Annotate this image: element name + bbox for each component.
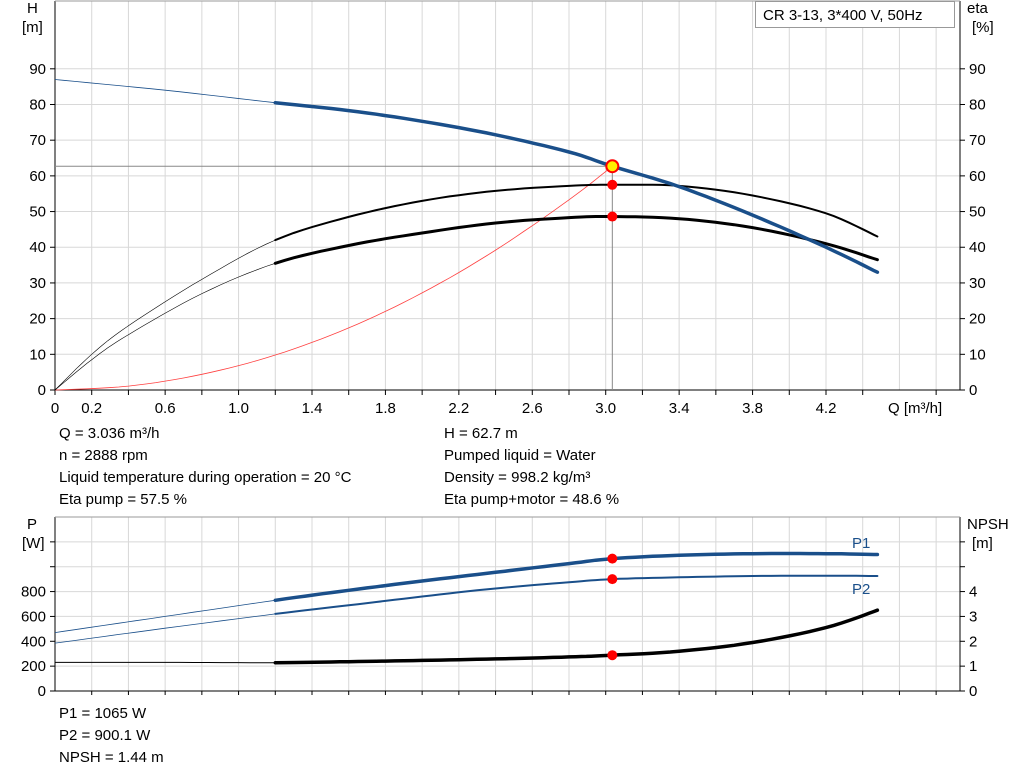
right-y-tick-label: 40 [969, 239, 986, 256]
y-tick-label: 200 [21, 658, 46, 675]
x-axis-label: Q [m³/h] [888, 400, 942, 417]
right-y-tick-label: 90 [969, 61, 986, 78]
head-curve-extrapolated [54, 79, 276, 104]
readout-density: Density = 998.2 kg/m³ [444, 469, 591, 486]
y-tick-label: 0 [38, 382, 46, 399]
duty-readouts-left: Q = 3.036 m³/h n = 2888 rpm Liquid tempe… [59, 423, 351, 511]
x-tick-label: 0 [51, 400, 59, 417]
p2-curve [274, 574, 879, 615]
readout-speed: n = 2888 rpm [59, 447, 148, 464]
p2-duty-point [607, 574, 618, 585]
readout-liquid: Pumped liquid = Water [444, 447, 596, 464]
right-y-tick-label: 60 [969, 168, 986, 185]
left-axis-label: H [27, 0, 38, 17]
right-y-tick-label: 50 [969, 204, 986, 221]
right-axis-label: [m] [972, 535, 993, 552]
x-tick-label: 3.0 [595, 400, 616, 417]
x-tick-label: 1.4 [302, 400, 323, 417]
y-tick-label: 400 [21, 633, 46, 650]
x-tick-label: 1.8 [375, 400, 396, 417]
y-tick-label: 40 [29, 239, 46, 256]
readout-eta-pump: Eta pump = 57.5 % [59, 491, 187, 508]
x-tick-label: 4.2 [816, 400, 837, 417]
right-y-tick-label: 80 [969, 96, 986, 113]
left-axis-label: P [27, 516, 37, 533]
p1-curve [273, 551, 880, 603]
readout-npsh: NPSH = 1.44 m [59, 749, 164, 766]
left-axis-label: [W] [22, 535, 45, 552]
y-tick-label: 70 [29, 132, 46, 149]
right-y-tick-label: 0 [969, 683, 977, 700]
p1-duty-point [607, 553, 618, 564]
y-tick-label: 800 [21, 584, 46, 601]
y-tick-label: 60 [29, 168, 46, 185]
y-tick-label: 90 [29, 61, 46, 78]
readout-p2: P2 = 900.1 W [59, 727, 151, 744]
right-y-tick-label: 4 [969, 584, 977, 601]
y-tick-label: 20 [29, 311, 46, 328]
readout-temperature: Liquid temperature during operation = 20… [59, 469, 352, 486]
p2-curve-extrapolated [54, 613, 276, 644]
readout-p1: P1 = 1065 W [59, 705, 147, 722]
eta-total-duty-point [607, 211, 618, 222]
x-tick-label: 0.2 [81, 400, 102, 417]
right-y-tick-label: 20 [969, 311, 986, 328]
p1-curve-extrapolated [54, 599, 276, 633]
x-tick-label: 3.4 [669, 400, 690, 417]
right-y-tick-label: 1 [969, 658, 977, 675]
eta-pump-curve-extrapolated [54, 239, 276, 391]
right-axis-label: [%] [972, 19, 994, 36]
p1-label: P1 [852, 535, 870, 552]
y-tick-label: 30 [29, 275, 46, 292]
eta-total-curve [273, 215, 879, 265]
pump-model-legend: CR 3-13, 3*400 V, 50Hz [755, 1, 955, 28]
right-y-tick-label: 2 [969, 633, 977, 650]
right-axis-label: NPSH [967, 516, 1009, 533]
x-tick-label: 2.6 [522, 400, 543, 417]
power-readouts: P1 = 1065 W P2 = 900.1 W NPSH = 1.44 m [59, 703, 164, 769]
npsh-duty-point [607, 650, 618, 661]
eta-pump-curve [274, 183, 879, 242]
x-tick-label: 1.0 [228, 400, 249, 417]
right-y-tick-label: 3 [969, 608, 977, 625]
p2-label: P2 [852, 581, 870, 598]
npsh-curve [273, 608, 880, 665]
left-axis-label: [m] [22, 19, 43, 36]
y-tick-label: 600 [21, 608, 46, 625]
x-tick-label: 2.2 [448, 400, 469, 417]
right-y-tick-label: 0 [969, 382, 977, 399]
duty-readouts-right: H = 62.7 m Pumped liquid = Water Density… [444, 423, 619, 511]
readout-flow: Q = 3.036 m³/h [59, 425, 160, 442]
eta-pump-duty-point [607, 179, 618, 190]
x-tick-label: 3.8 [742, 400, 763, 417]
y-tick-label: 50 [29, 204, 46, 221]
right-axis-label: eta [967, 0, 989, 17]
eta-total-curve-extrapolated [54, 263, 276, 391]
system-curve [54, 165, 613, 391]
readout-head: H = 62.7 m [444, 425, 518, 442]
right-y-tick-label: 10 [969, 346, 986, 363]
head-curve [273, 100, 880, 274]
right-y-tick-label: 70 [969, 132, 986, 149]
y-tick-label: 0 [38, 683, 46, 700]
x-tick-label: 0.6 [155, 400, 176, 417]
right-y-tick-label: 30 [969, 275, 986, 292]
y-tick-label: 10 [29, 346, 46, 363]
readout-eta-total: Eta pump+motor = 48.6 % [444, 491, 620, 508]
head-duty-point [605, 159, 620, 174]
y-tick-label: 80 [29, 96, 46, 113]
